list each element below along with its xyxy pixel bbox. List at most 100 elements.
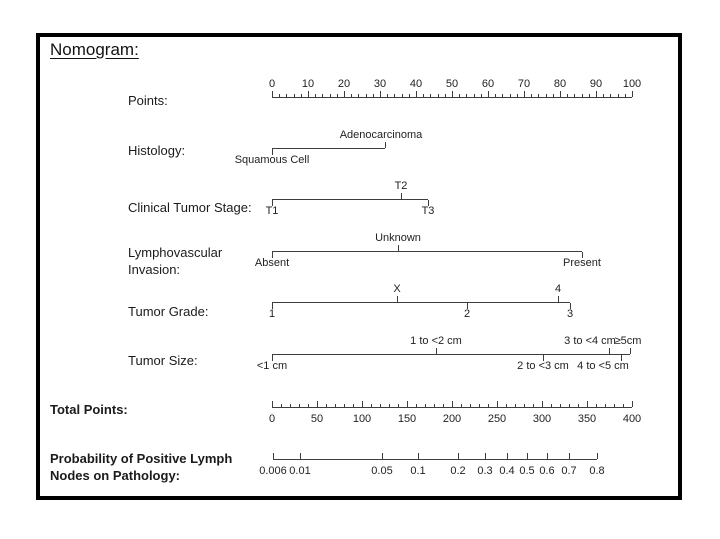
- axis-tick: [336, 94, 338, 97]
- axis-tick: [623, 404, 624, 407]
- tick-label: 300: [532, 413, 552, 425]
- axis-line: [273, 459, 597, 460]
- axis-tick: [488, 404, 489, 407]
- axis-tick: [527, 453, 528, 459]
- row-label: Total Points:: [50, 402, 128, 417]
- axis-tick: [272, 200, 273, 206]
- tick-label: 0.01: [289, 465, 311, 477]
- axis-tick: [425, 404, 426, 407]
- tick-label: 0.2: [450, 465, 466, 477]
- axis-line: [272, 302, 570, 303]
- tick-label: 1 to <2 cm: [410, 335, 462, 347]
- axis-tick: [587, 401, 588, 407]
- axis-tick: [524, 91, 525, 97]
- axis-tick: [538, 94, 540, 97]
- axis-tick: [560, 91, 561, 97]
- axis-tick: [371, 404, 372, 407]
- axis-tick: [322, 94, 324, 97]
- axis-tick: [272, 252, 273, 258]
- axis-tick: [398, 245, 399, 251]
- axis-tick: [552, 94, 554, 97]
- axis-tick: [560, 404, 561, 407]
- tick-label: Squamous Cell: [234, 154, 310, 166]
- axis-tick: [603, 94, 605, 97]
- axis-tick: [531, 94, 533, 97]
- axis-tick: [272, 355, 273, 361]
- axis-tick: [444, 94, 446, 97]
- axis-tick: [621, 355, 622, 361]
- row-label: Nodes on Pathology:: [50, 468, 180, 483]
- tick-label: 100: [622, 78, 642, 90]
- axis-tick: [389, 404, 390, 407]
- axis-tick: [458, 453, 459, 459]
- axis-tick: [574, 94, 576, 97]
- axis-tick: [459, 94, 461, 97]
- axis-tick: [286, 94, 288, 97]
- axis-tick: [372, 94, 374, 97]
- axis-tick: [632, 91, 633, 97]
- axis-tick: [353, 404, 354, 407]
- tick-label: 4 to <5 cm: [577, 360, 629, 372]
- axis-tick: [570, 303, 571, 309]
- axis-tick: [597, 453, 598, 459]
- axis-tick: [497, 401, 498, 407]
- tick-label: 50: [445, 78, 459, 90]
- tick-label: 60: [481, 78, 495, 90]
- axis-tick: [407, 401, 408, 407]
- tick-label: 40: [409, 78, 423, 90]
- axis-tick: [387, 94, 389, 97]
- tick-label: Absent: [254, 257, 290, 269]
- axis-tick: [329, 94, 331, 97]
- axis-tick: [582, 252, 583, 258]
- axis-tick: [430, 94, 432, 97]
- axis-tick: [624, 94, 626, 97]
- axis-tick: [335, 404, 336, 407]
- axis-tick: [470, 404, 471, 407]
- axis-tick: [543, 355, 544, 361]
- tick-label: 0.006: [259, 465, 287, 477]
- axis-tick: [362, 401, 363, 407]
- axis-tick: [617, 94, 619, 97]
- tick-label: 0.6: [539, 465, 555, 477]
- axis-tick: [578, 404, 579, 407]
- axis-tick: [581, 94, 583, 97]
- axis-tick: [423, 94, 425, 97]
- tick-label: 0.5: [519, 465, 535, 477]
- axis-tick: [401, 193, 402, 199]
- tick-label: <1 cm: [256, 360, 288, 372]
- axis-tick: [290, 404, 291, 407]
- page-title: Nomogram:: [50, 40, 139, 59]
- axis-line: [272, 199, 428, 200]
- axis-tick: [609, 348, 610, 354]
- axis-tick: [380, 404, 381, 407]
- axis-tick: [467, 303, 468, 309]
- tick-label: Present: [563, 257, 601, 269]
- tick-label: 0.8: [589, 465, 605, 477]
- tick-label: 0.05: [371, 465, 393, 477]
- tick-label: 150: [397, 413, 417, 425]
- axis-tick: [317, 401, 318, 407]
- axis-tick: [507, 453, 508, 459]
- row-label: Histology:: [128, 143, 186, 158]
- tick-label: T1: [265, 205, 279, 217]
- axis-tick: [485, 453, 486, 459]
- axis-tick: [558, 296, 559, 302]
- tick-label: T2: [394, 180, 408, 192]
- axis-tick: [443, 404, 444, 407]
- tick-label: 400: [622, 413, 642, 425]
- axis-tick: [344, 91, 345, 97]
- tick-label: 30: [373, 78, 387, 90]
- tick-label: 10: [301, 78, 315, 90]
- axis-tick: [272, 91, 273, 97]
- axis-tick: [506, 404, 507, 407]
- axis-tick: [380, 91, 381, 97]
- axis-tick: [547, 453, 548, 459]
- axis-tick: [515, 404, 516, 407]
- tick-label: 3: [566, 308, 574, 320]
- tick-label: 0.7: [561, 465, 577, 477]
- axis-tick: [358, 94, 360, 97]
- axis-tick: [293, 94, 295, 97]
- axis-tick: [569, 453, 570, 459]
- axis-tick: [279, 94, 281, 97]
